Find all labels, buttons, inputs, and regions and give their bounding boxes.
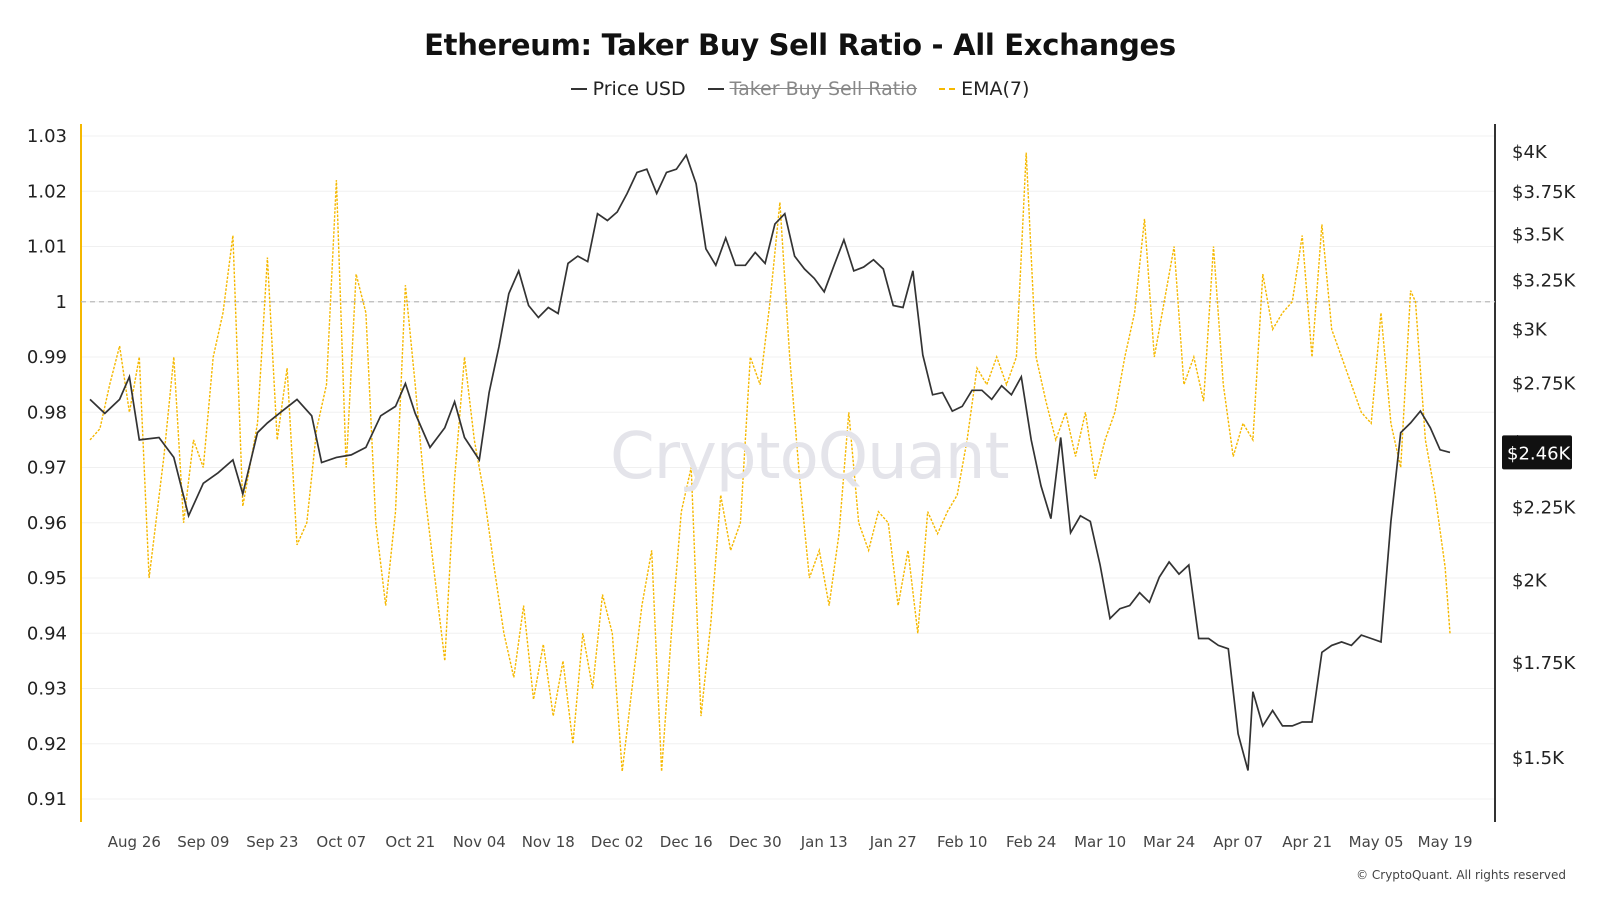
- right-tick-label: $4K: [1512, 142, 1548, 163]
- left-tick-label: 1.02: [27, 181, 67, 202]
- left-axis-ticks: 1.03 1.02 1.01 1 0.99 0.98 0.97 0.96 0.95 0.94 0.9…: [27, 126, 67, 810]
- x-tick-label: May 19: [1418, 833, 1473, 851]
- x-tick-label: Oct 07: [316, 833, 366, 851]
- x-tick-label: Mar 10: [1074, 833, 1126, 851]
- legend-label-price-usd: Price USD: [592, 78, 686, 100]
- right-tick-label: $1.75K: [1512, 653, 1577, 674]
- legend-swatch-price-usd: [570, 88, 587, 90]
- x-tick-label: Apr 21: [1282, 833, 1332, 851]
- right-tick-label: $3.5K: [1512, 225, 1565, 246]
- x-tick-label: Sep 23: [246, 833, 298, 851]
- left-tick-label: 1.03: [27, 126, 67, 147]
- legend-item-price-usd[interactable]: Price USD: [570, 78, 686, 100]
- legend-swatch-taker-ratio: [707, 88, 724, 90]
- left-tick-label: 0.93: [27, 679, 67, 700]
- legend-item-ema7[interactable]: EMA(7): [939, 78, 1029, 100]
- left-tick-label: 0.98: [27, 402, 67, 423]
- left-tick-label: 0.95: [27, 568, 67, 589]
- left-tick-label: 0.99: [27, 347, 67, 368]
- x-tick-label: Dec 02: [591, 833, 644, 851]
- price-usd-series-line: [89, 153, 1451, 771]
- x-tick-label: Mar 24: [1143, 833, 1195, 851]
- legend-item-taker-buy-sell-ratio[interactable]: Taker Buy Sell Ratio: [707, 78, 918, 100]
- left-tick-label: 0.96: [27, 513, 67, 534]
- right-tick-label: $3.25K: [1512, 270, 1577, 291]
- right-tick-label: $2K: [1512, 570, 1548, 591]
- x-tick-label: Nov 18: [522, 833, 575, 851]
- chart-legend: Price USD Taker Buy Sell Ratio EMA(7): [0, 78, 1600, 100]
- left-tick-label: 1.01: [27, 237, 67, 258]
- x-tick-label: Jan 27: [869, 833, 917, 851]
- x-tick-label: Jan 13: [800, 833, 848, 851]
- grid-lines: [81, 135, 1495, 800]
- x-tick-label: Nov 04: [453, 833, 506, 851]
- ema7-series-line: [89, 152, 1451, 772]
- left-tick-label: 0.97: [27, 458, 67, 479]
- left-tick-label: 1: [56, 292, 67, 313]
- legend-label-taker-ratio: Taker Buy Sell Ratio: [729, 78, 918, 100]
- copyright-credit: © CryptoQuant. All rights reserved: [1356, 868, 1566, 882]
- x-tick-label: May 05: [1349, 833, 1404, 851]
- x-axis-ticks: Aug 26 Sep 09 Sep 23 Oct 07 Oct 21 Nov 04 Nov …: [108, 833, 1473, 851]
- x-tick-label: Feb 10: [937, 833, 987, 851]
- right-tick-label: $3.75K: [1512, 182, 1577, 203]
- left-tick-label: 0.92: [27, 734, 67, 755]
- x-tick-label: Oct 21: [385, 833, 435, 851]
- chart-title: Ethereum: Taker Buy Sell Ratio - All Exc…: [424, 28, 1176, 62]
- current-price-label: $2.46K: [1507, 443, 1572, 464]
- left-tick-label: 0.91: [27, 789, 67, 810]
- x-tick-label: Aug 26: [108, 833, 161, 851]
- x-tick-label: Dec 16: [660, 833, 713, 851]
- right-tick-label: $2.25K: [1512, 497, 1577, 518]
- legend-swatch-ema7: [939, 88, 956, 90]
- right-tick-label: $1.5K: [1512, 748, 1565, 769]
- left-tick-label: 0.94: [27, 623, 67, 644]
- right-tick-label: $2.75K: [1512, 374, 1577, 395]
- x-tick-label: Sep 09: [177, 833, 229, 851]
- legend-label-ema7: EMA(7): [961, 78, 1030, 100]
- right-tick-label: $3K: [1512, 320, 1548, 341]
- current-price-badge: $2.46K: [1502, 435, 1572, 470]
- x-tick-label: Apr 07: [1213, 833, 1263, 851]
- x-tick-label: Feb 24: [1006, 833, 1056, 851]
- x-tick-label: Dec 30: [729, 833, 782, 851]
